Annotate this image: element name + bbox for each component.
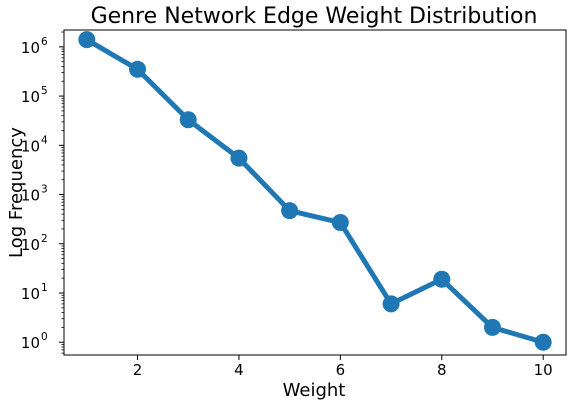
x-tick-label: 4 bbox=[234, 361, 244, 379]
y-tick-exponent: 1 bbox=[41, 282, 48, 294]
y-tick-base: 10 bbox=[21, 187, 40, 205]
y-tick-exponent: 4 bbox=[41, 134, 48, 146]
y-tick-label: 10 bbox=[21, 88, 40, 106]
series-markers bbox=[78, 31, 552, 351]
y-tick-exponent: 5 bbox=[41, 85, 48, 97]
x-tick-label: 2 bbox=[133, 361, 143, 379]
y-tick-label: 10 bbox=[21, 334, 40, 352]
y-tick-exponent: 0 bbox=[41, 331, 48, 343]
y-tick-base: 10 bbox=[21, 137, 40, 155]
x-tick-label: 8 bbox=[437, 361, 447, 379]
data-point bbox=[483, 318, 501, 336]
y-tick-base: 10 bbox=[21, 285, 40, 303]
series-line bbox=[84, 37, 546, 345]
y-tick-exponent: 3 bbox=[41, 184, 48, 196]
data-point bbox=[129, 60, 147, 78]
data-point bbox=[230, 149, 248, 167]
y-tick-label: 10 bbox=[21, 137, 40, 155]
y-tick-exponent: 6 bbox=[41, 36, 48, 48]
y-tick-base: 10 bbox=[21, 236, 40, 254]
chart-title: Genre Network Edge Weight Distribution bbox=[91, 4, 538, 29]
y-tick-label: 10 bbox=[21, 285, 40, 303]
data-point bbox=[179, 111, 197, 129]
data-point bbox=[433, 270, 451, 288]
y-tick-exponent: 2 bbox=[41, 233, 48, 245]
y-tick-label: 10 bbox=[21, 236, 40, 254]
y-tick-base: 10 bbox=[21, 334, 40, 352]
data-point bbox=[331, 214, 349, 232]
x-axis-label: Weight bbox=[283, 380, 346, 401]
x-tick-label: 10 bbox=[534, 361, 553, 379]
y-tick-label: 10 bbox=[21, 39, 40, 57]
x-axis-ticks: 2 4 6 8 10 bbox=[133, 355, 553, 379]
data-point bbox=[534, 333, 552, 351]
plot-frame bbox=[63, 29, 567, 356]
y-tick-base: 10 bbox=[21, 39, 40, 57]
y-tick-base: 10 bbox=[21, 88, 40, 106]
data-point bbox=[382, 295, 400, 313]
data-point bbox=[78, 31, 96, 49]
data-point bbox=[281, 202, 299, 220]
y-tick-label: 10 bbox=[21, 187, 40, 205]
x-tick-label: 6 bbox=[336, 361, 346, 379]
y-axis-minor-ticks bbox=[61, 31, 64, 354]
y-axis-label: Log Frequency bbox=[6, 127, 27, 258]
